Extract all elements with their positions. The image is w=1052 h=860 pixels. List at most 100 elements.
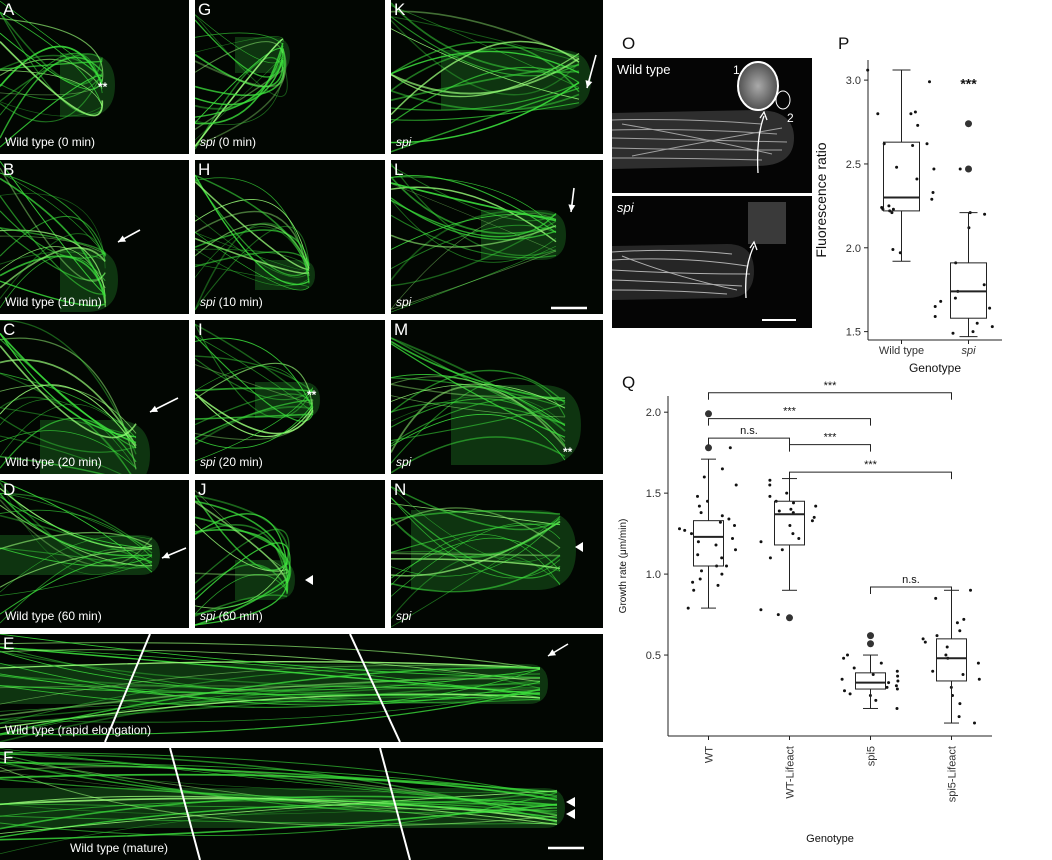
data-point: [895, 669, 899, 673]
panel-o-spi-label: spi: [617, 200, 634, 215]
data-point: [891, 248, 895, 251]
micro-caption-h: spi (10 min): [200, 295, 263, 309]
micro-caption-c: Wild type (20 min): [5, 455, 102, 469]
data-point: [810, 519, 814, 523]
data-point: [896, 679, 900, 683]
data-point: [931, 191, 935, 194]
data-point: [976, 661, 980, 665]
panel-q-letter: Q: [622, 373, 636, 392]
data-point: [718, 520, 722, 524]
arrowhead-marker: [566, 809, 575, 819]
panel-letter-n: N: [394, 480, 407, 499]
data-point: [720, 556, 724, 560]
outlier-point: [786, 614, 793, 622]
micro-panel-c: C Wild type (20 min): [0, 320, 189, 474]
data-point: [930, 197, 934, 201]
y-axis-label: Growth rate (μm/min): [618, 519, 629, 614]
significance-label: ***: [824, 432, 838, 444]
significance-bracket: [870, 586, 952, 595]
significance-label: ***: [960, 76, 977, 92]
asterisk-marker: **: [563, 445, 573, 459]
data-point: [879, 661, 883, 665]
panel-letter-h: H: [198, 160, 211, 179]
data-point: [686, 606, 690, 610]
data-point: [895, 707, 899, 710]
micro-image-f: [0, 748, 584, 860]
panel-letter-c: C: [3, 320, 16, 339]
data-point: [696, 540, 700, 544]
micro-panel-m: M ** spi: [391, 320, 603, 474]
x-axis-label: Genotype: [806, 833, 854, 845]
data-point: [916, 123, 920, 127]
data-point: [731, 537, 734, 540]
significance-label: ***: [783, 406, 797, 418]
significance-label: n.s.: [902, 574, 920, 586]
data-point: [957, 715, 961, 719]
data-point: [955, 621, 959, 625]
micro-image-i: [195, 323, 320, 462]
data-point: [785, 491, 789, 495]
outlier-point: [867, 640, 874, 648]
y-tick-label: 1.0: [646, 569, 661, 581]
data-point: [733, 524, 736, 527]
data-point: [982, 283, 986, 287]
data-point: [699, 511, 703, 515]
outlier-point: [867, 632, 874, 640]
data-point: [923, 640, 927, 644]
significance-label: ***: [864, 459, 878, 471]
data-point: [962, 617, 966, 621]
micro-image-d: [0, 480, 187, 624]
data-point: [848, 692, 852, 696]
data-point: [945, 645, 949, 649]
micro-caption-a: Wild type (0 min): [5, 135, 96, 149]
data-point: [975, 321, 979, 325]
box-Wild type: [883, 141, 920, 212]
data-point: [866, 68, 870, 72]
data-point: [768, 556, 772, 560]
data-point: [885, 685, 889, 689]
data-point: [933, 315, 937, 318]
arrowhead-marker: [575, 542, 583, 552]
data-point: [928, 80, 931, 84]
data-point: [958, 167, 962, 171]
data-point: [933, 305, 937, 308]
data-point: [720, 467, 724, 471]
data-point: [973, 721, 976, 725]
panel-o-wild-type-image: Wild type 1 2: [612, 58, 812, 193]
data-point: [983, 212, 987, 216]
data-point: [691, 580, 695, 584]
panel-letter-j: J: [198, 480, 207, 499]
outlier-point: [705, 410, 712, 418]
data-point: [971, 330, 975, 334]
data-point: [977, 677, 981, 681]
data-point: [720, 572, 724, 576]
data-point: [683, 528, 687, 532]
data-point: [700, 569, 703, 573]
micro-caption-j: spi (60 min): [200, 609, 263, 623]
data-point: [714, 543, 718, 547]
data-point: [887, 681, 891, 685]
micro-panel-d: D Wild type (60 min): [0, 480, 189, 628]
data-point: [734, 548, 737, 552]
outlier-point: [965, 120, 972, 128]
x-tick-label: spi5-Lifeact: [947, 746, 959, 802]
panel-letter-d: D: [3, 480, 16, 499]
data-point: [890, 211, 894, 215]
data-point: [768, 478, 772, 482]
data-point: [697, 504, 701, 508]
data-point: [961, 673, 965, 676]
data-point: [915, 177, 919, 181]
data-point: [894, 684, 898, 688]
y-tick-label: 2.5: [846, 159, 861, 171]
micro-caption-f: Wild type (mature): [70, 841, 169, 855]
data-point: [692, 588, 696, 592]
data-point: [725, 564, 728, 568]
data-point: [842, 656, 846, 660]
y-tick-label: 3.0: [846, 75, 861, 87]
x-tick-label: WT: [704, 746, 716, 763]
spi-tube-graphic: [612, 202, 796, 321]
